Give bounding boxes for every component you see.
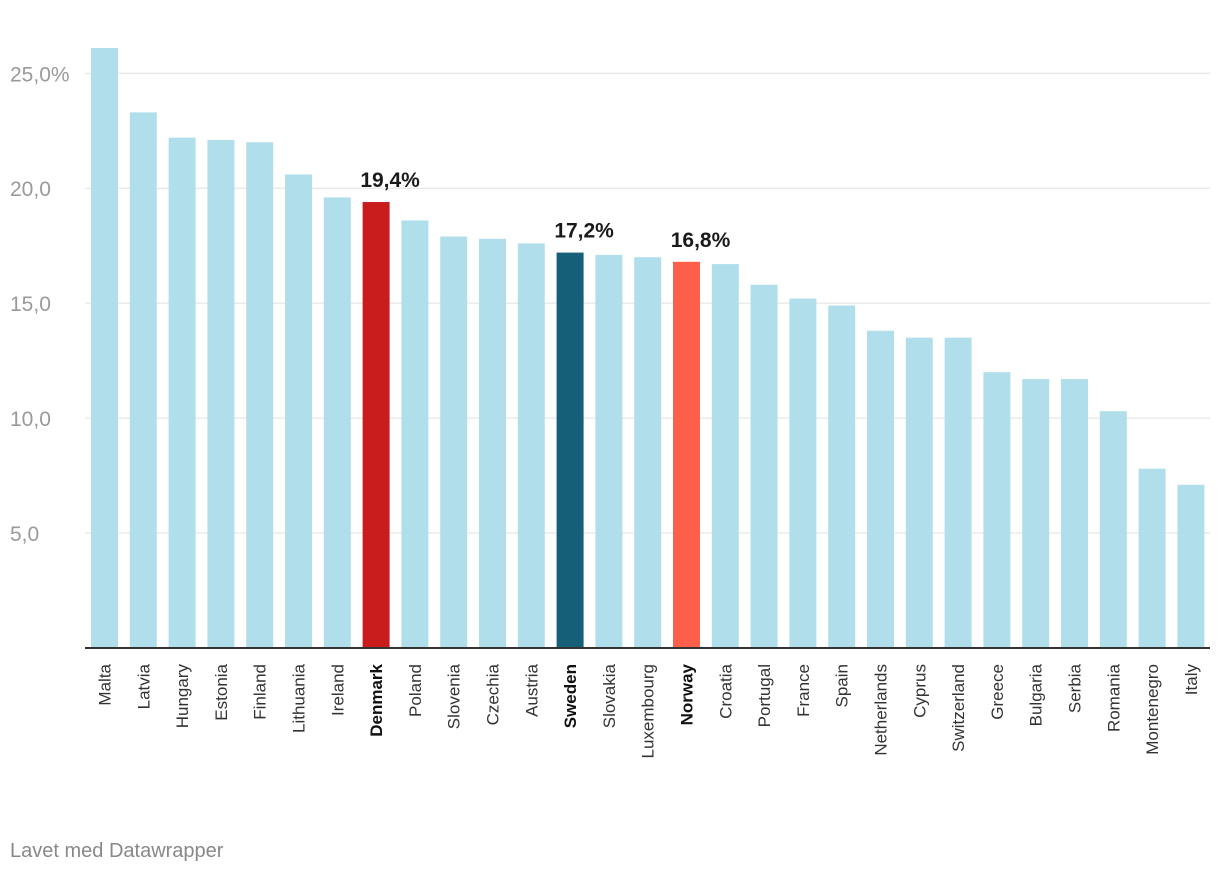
x-tick-label: Denmark	[367, 663, 386, 736]
x-tick-label: Poland	[406, 664, 425, 717]
x-tick-label: Luxembourg	[639, 664, 658, 759]
y-tick-label: 10,0	[10, 408, 51, 431]
x-tick-label: Slovakia	[600, 663, 619, 728]
bar-sweden	[556, 252, 584, 648]
bar-montenegro	[1138, 468, 1166, 648]
bar-switzerland	[944, 337, 972, 648]
bar-finland	[246, 142, 274, 648]
x-tick-label: Netherlands	[872, 664, 891, 756]
labels: 5,0 10,0 15,0 20,0 25,0% Malta Latvia Hungary Es…	[10, 63, 1201, 758]
y-tick-label: 20,0	[10, 178, 51, 201]
bar-czechia	[479, 238, 506, 648]
y-tick-label: 25,0%	[10, 63, 70, 86]
y-tick-label: 15,0	[10, 293, 51, 316]
data-label-sweden: 17,2%	[554, 220, 614, 243]
bar-bulgaria	[1022, 379, 1050, 648]
bar-austria	[517, 243, 545, 649]
bar-portugal	[750, 284, 778, 648]
y-tick-label: 5,0	[10, 523, 39, 546]
bar-france	[789, 298, 817, 648]
bar-latvia	[129, 112, 157, 649]
data-label-norway: 16,8%	[671, 229, 731, 252]
bar-estonia	[207, 139, 235, 648]
x-tick-label: Lithuania	[290, 663, 309, 733]
x-tick-label: Austria	[522, 663, 541, 716]
bar-luxembourg	[634, 257, 662, 648]
bar-spain	[828, 305, 856, 648]
x-tick-label: France	[794, 664, 813, 717]
bar-ireland	[323, 197, 351, 648]
bar-hungary	[168, 137, 196, 649]
x-tick-label: Cyprus	[910, 664, 929, 718]
bars	[91, 48, 1205, 649]
bar-croatia	[711, 264, 739, 648]
bar-norway	[673, 261, 700, 648]
bar-slovakia	[595, 254, 623, 648]
x-tick-label: Romania	[1104, 663, 1123, 732]
x-tick-label: Bulgaria	[1027, 663, 1046, 726]
bar-poland	[401, 220, 429, 648]
x-tick-label: Ireland	[328, 664, 347, 716]
bar-serbia	[1061, 379, 1088, 648]
x-tick-label: Malta	[96, 663, 115, 705]
bar-slovenia	[440, 236, 468, 649]
x-tick-label: Spain	[833, 664, 852, 707]
bar-greece	[983, 372, 1011, 648]
x-tick-label: Croatia	[716, 663, 735, 718]
bar-netherlands	[867, 330, 894, 648]
x-tick-label: Italy	[1182, 664, 1201, 696]
footer-credit: Lavet med Datawrapper	[10, 840, 224, 862]
x-tick-label: Norway	[678, 663, 697, 725]
x-tick-label: Finland	[251, 664, 270, 720]
x-tick-label: Serbia	[1066, 663, 1085, 713]
bar-malta	[91, 48, 118, 648]
x-tick-label: Montenegro	[1143, 664, 1162, 755]
x-tick-label: Sweden	[561, 664, 580, 728]
x-tick-label: Slovenia	[445, 663, 464, 729]
x-tick-label: Czechia	[484, 663, 503, 725]
bar-romania	[1099, 411, 1127, 648]
x-tick-label: Greece	[988, 664, 1007, 720]
data-label-denmark: 19,4%	[360, 169, 420, 192]
x-tick-label: Portugal	[755, 664, 774, 727]
x-tick-label: Hungary	[173, 664, 192, 729]
bar-italy	[1177, 484, 1205, 648]
x-tick-label: Latvia	[134, 663, 153, 709]
bar-cyprus	[905, 337, 933, 648]
x-tick-label: Switzerland	[949, 664, 968, 752]
bar-denmark	[362, 202, 390, 648]
bar-lithuania	[285, 174, 312, 649]
x-tick-label: Estonia	[212, 663, 231, 720]
